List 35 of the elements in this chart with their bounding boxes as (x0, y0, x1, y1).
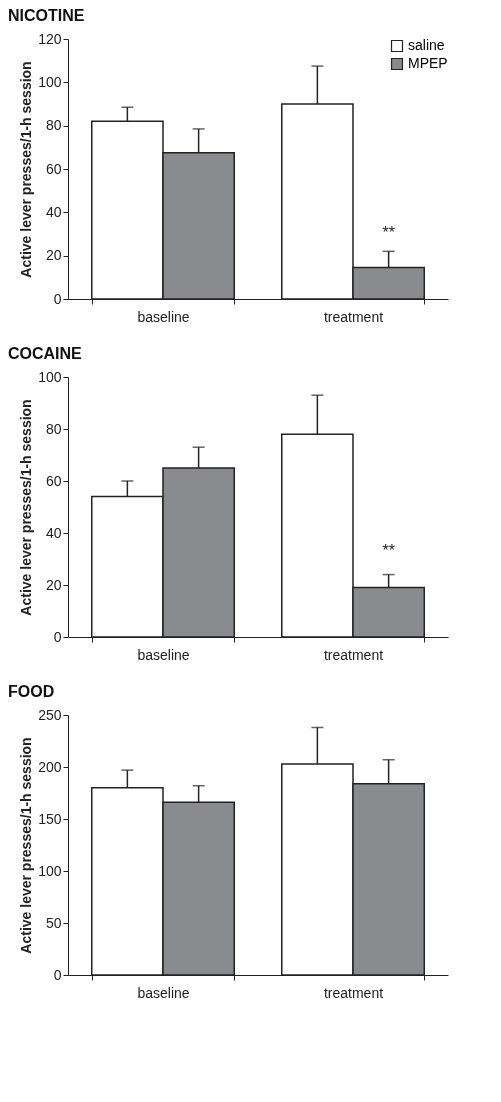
y-tick-label: 20 (45, 576, 62, 593)
y-tick-label: 100 (38, 862, 62, 879)
y-tick-label: 20 (45, 247, 62, 264)
x-tick-label: treatment (323, 308, 384, 325)
y-tick-label: 0 (53, 290, 62, 307)
chart-title: NICOTINE (8, 7, 85, 24)
x-tick-label: treatment (323, 984, 384, 1001)
y-tick-label: 80 (45, 117, 62, 134)
y-axis-title: Active lever presses/1-h session (18, 737, 35, 954)
y-tick-label: 100 (38, 73, 62, 90)
y-tick-label: 0 (53, 628, 62, 645)
x-tick-label: baseline (137, 646, 190, 663)
y-tick-label: 250 (38, 706, 62, 723)
x-tick-label: baseline (137, 984, 190, 1001)
y-tick-label: 60 (45, 160, 62, 177)
y-tick-label: 40 (45, 203, 62, 220)
x-tick-label: treatment (323, 646, 384, 663)
chart-title: FOOD (8, 683, 55, 700)
x-tick-label: baseline (137, 308, 190, 325)
y-tick-label: 0 (53, 966, 62, 983)
y-tick-label: 100 (38, 368, 62, 385)
y-axis-title: Active lever presses/1-h session (18, 399, 35, 616)
y-tick-label: 60 (45, 472, 62, 489)
legend-label: MPEP (408, 55, 448, 71)
chart-title: COCAINE (8, 345, 83, 362)
y-axis-title: Active lever presses/1-h session (18, 61, 35, 278)
y-tick-label: 80 (45, 420, 62, 437)
annotation: ** (382, 542, 395, 559)
y-tick-label: 150 (38, 810, 62, 827)
y-tick-label: 40 (45, 524, 62, 541)
y-tick-label: 120 (38, 30, 62, 47)
legend-label: saline (408, 37, 445, 53)
y-tick-label: 50 (45, 914, 62, 931)
y-tick-label: 200 (38, 758, 62, 775)
annotation: ** (382, 223, 395, 241)
